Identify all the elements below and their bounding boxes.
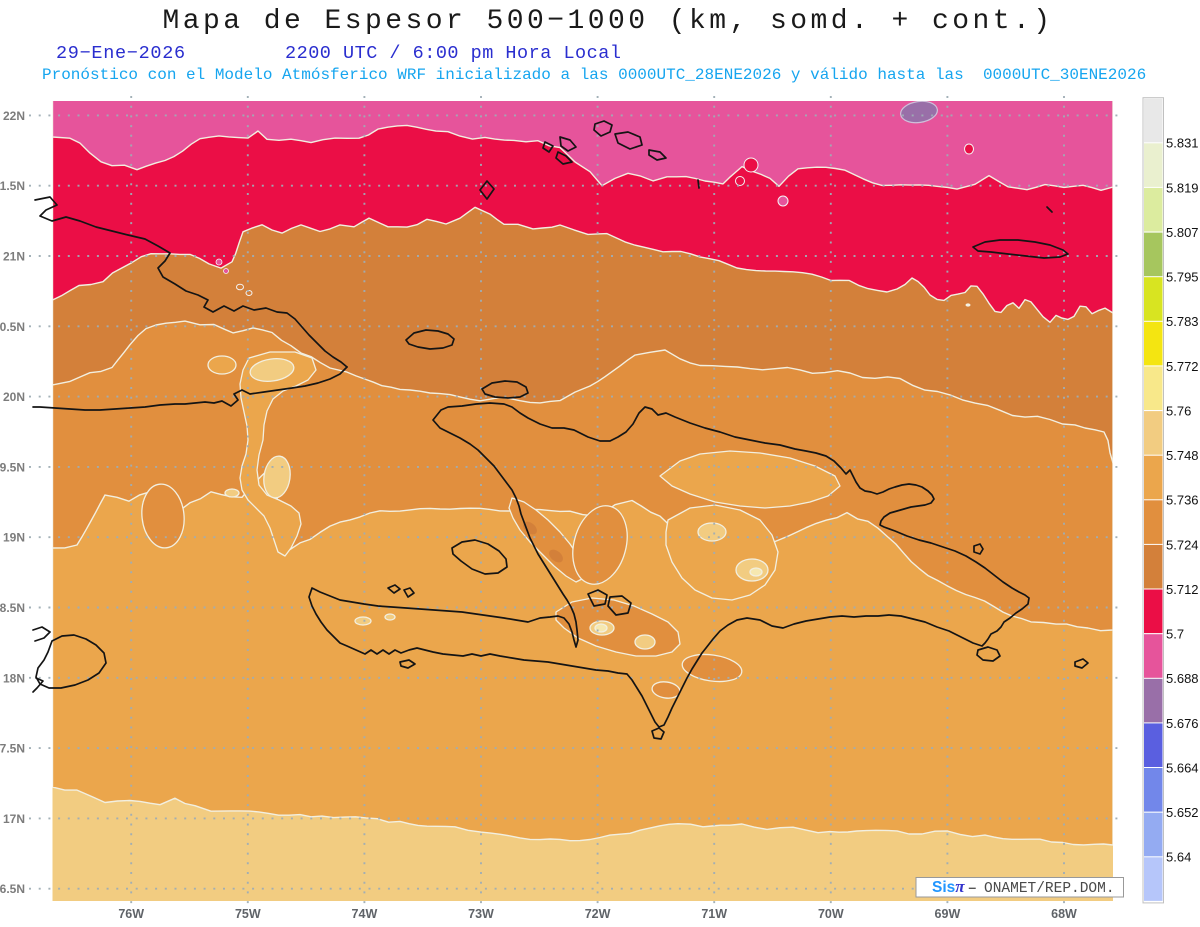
svg-text:5.664: 5.664	[1166, 760, 1199, 775]
svg-text:5.688: 5.688	[1166, 671, 1199, 686]
svg-text:75W: 75W	[235, 907, 261, 921]
svg-text:72W: 72W	[585, 907, 611, 921]
svg-text:71W: 71W	[701, 907, 727, 921]
svg-text:1.5N: 1.5N	[0, 179, 25, 193]
svg-text:5.783: 5.783	[1166, 314, 1199, 329]
svg-text:9.5N: 9.5N	[0, 460, 25, 474]
svg-text:5.712: 5.712	[1166, 582, 1199, 597]
svg-text:74W: 74W	[352, 907, 378, 921]
svg-text:69W: 69W	[935, 907, 961, 921]
svg-text:5.724: 5.724	[1166, 537, 1199, 552]
svg-text:5.795: 5.795	[1166, 270, 1199, 285]
svg-text:22N: 22N	[3, 109, 25, 123]
svg-text:76W: 76W	[118, 907, 144, 921]
svg-text:5.807: 5.807	[1166, 225, 1199, 240]
svg-text:70W: 70W	[818, 907, 844, 921]
svg-text:21N: 21N	[3, 250, 25, 264]
svg-text:8.5N: 8.5N	[0, 601, 25, 615]
svg-text:5.831: 5.831	[1166, 136, 1199, 151]
svg-text:68W: 68W	[1051, 907, 1077, 921]
svg-text:5.76: 5.76	[1166, 404, 1191, 419]
svg-text:73W: 73W	[468, 907, 494, 921]
svg-text:5.64: 5.64	[1166, 850, 1191, 865]
svg-text:5.736: 5.736	[1166, 493, 1199, 508]
svg-text:5.652: 5.652	[1166, 805, 1199, 820]
svg-text:19N: 19N	[3, 531, 25, 545]
svg-text:18N: 18N	[3, 671, 25, 685]
svg-text:Sisπ – ONAMET/REP.DOM.: Sisπ – ONAMET/REP.DOM.	[932, 877, 1115, 897]
svg-text:20N: 20N	[3, 390, 25, 404]
svg-text:5.772: 5.772	[1166, 359, 1199, 374]
svg-text:6.5N: 6.5N	[0, 882, 25, 896]
svg-text:7.5N: 7.5N	[0, 742, 25, 756]
svg-text:5.748: 5.748	[1166, 448, 1199, 463]
svg-text:0.5N: 0.5N	[0, 320, 25, 334]
svg-text:5.819: 5.819	[1166, 180, 1199, 195]
svg-text:5.7: 5.7	[1166, 627, 1184, 642]
svg-text:5.676: 5.676	[1166, 716, 1199, 731]
svg-text:17N: 17N	[3, 812, 25, 826]
